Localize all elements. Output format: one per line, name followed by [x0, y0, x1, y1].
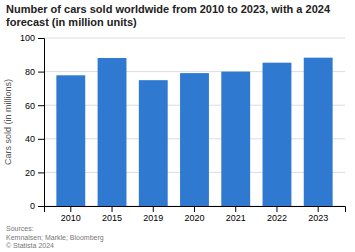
x-tick-label: 2010 [61, 213, 81, 223]
x-tick-label: 2022 [267, 213, 287, 223]
x-tick: 2010 [61, 206, 81, 223]
x-tick-mark [235, 206, 236, 212]
y-tick-label: 80 [25, 67, 35, 77]
y-tick: 40 [25, 134, 44, 144]
x-tick: 2021 [226, 206, 246, 223]
x-tick-mark [318, 206, 319, 212]
bar [263, 63, 292, 206]
x-tick-label: 2023 [308, 213, 328, 223]
y-tick-mark [38, 105, 44, 106]
y-tick: 60 [25, 101, 44, 111]
title: Number of cars sold worldwide from 2010 … [6, 3, 331, 28]
y-tick-mark [38, 72, 44, 73]
bar [139, 80, 168, 206]
y-tick-mark [38, 206, 44, 207]
x-tick-label: 2019 [143, 213, 163, 223]
x-tick-mark [112, 206, 113, 212]
y-tick-label: 0 [30, 201, 35, 211]
y-axis: 0 20 40 60 80 100 [20, 33, 45, 211]
x-tick: 2023 [308, 206, 328, 223]
grid [44, 38, 345, 206]
x-tick-label: 2020 [184, 213, 204, 223]
source-line: © Statista 2024 [6, 242, 54, 249]
bar [221, 72, 250, 206]
x-tick-mark [194, 206, 195, 212]
x-tick-label: 2021 [226, 213, 246, 223]
x-tick: 2022 [267, 206, 287, 223]
source: Sources: Kemnalsen; Markle; Bloomberg© St… [6, 225, 104, 249]
chart: Number of cars sold worldwide from 2010 … [0, 0, 355, 252]
y-tick: 80 [25, 67, 44, 77]
bar [180, 73, 209, 206]
grid-line [44, 38, 345, 39]
y-tick-mark [38, 38, 44, 39]
y-axis-line [38, 39, 45, 207]
plot-area: 0 20 40 60 80 100 2010 2015 2019 2020 2021 2022 2023 [20, 33, 346, 223]
x-tick-mark [276, 206, 277, 212]
bar [304, 58, 333, 206]
x-tick: 2019 [143, 206, 163, 223]
y-tick-mark [38, 172, 44, 173]
x-tick-mark [70, 206, 71, 212]
x-axis-line [45, 207, 346, 213]
y-tick-label: 40 [25, 134, 35, 144]
x-tick: 2015 [102, 206, 122, 223]
grid-line [44, 71, 345, 72]
y-tick: 20 [25, 168, 44, 178]
y-tick-label: 60 [25, 101, 35, 111]
y-axis-title: Cars sold (in millions) [3, 79, 13, 165]
y-tick-label: 20 [25, 168, 35, 178]
bars [56, 58, 332, 206]
x-tick: 2020 [184, 206, 204, 223]
y-tick: 0 [30, 201, 44, 211]
x-tick-mark [153, 206, 154, 212]
title-line: forecast (in million units) [6, 16, 137, 28]
y-tick: 100 [20, 33, 44, 43]
y-tick-mark [38, 139, 44, 140]
x-tick-label: 2015 [102, 213, 122, 223]
bar [98, 58, 127, 206]
y-tick-label: 100 [20, 33, 35, 43]
title-line: Number of cars sold worldwide from 2010 … [6, 3, 331, 15]
source-line: Sources: [6, 225, 34, 232]
source-line: Kemnalsen; Markle; Bloomberg [6, 234, 104, 242]
bar [56, 75, 85, 206]
x-axis: 2010 2015 2019 2020 2021 2022 2023 [45, 206, 346, 223]
